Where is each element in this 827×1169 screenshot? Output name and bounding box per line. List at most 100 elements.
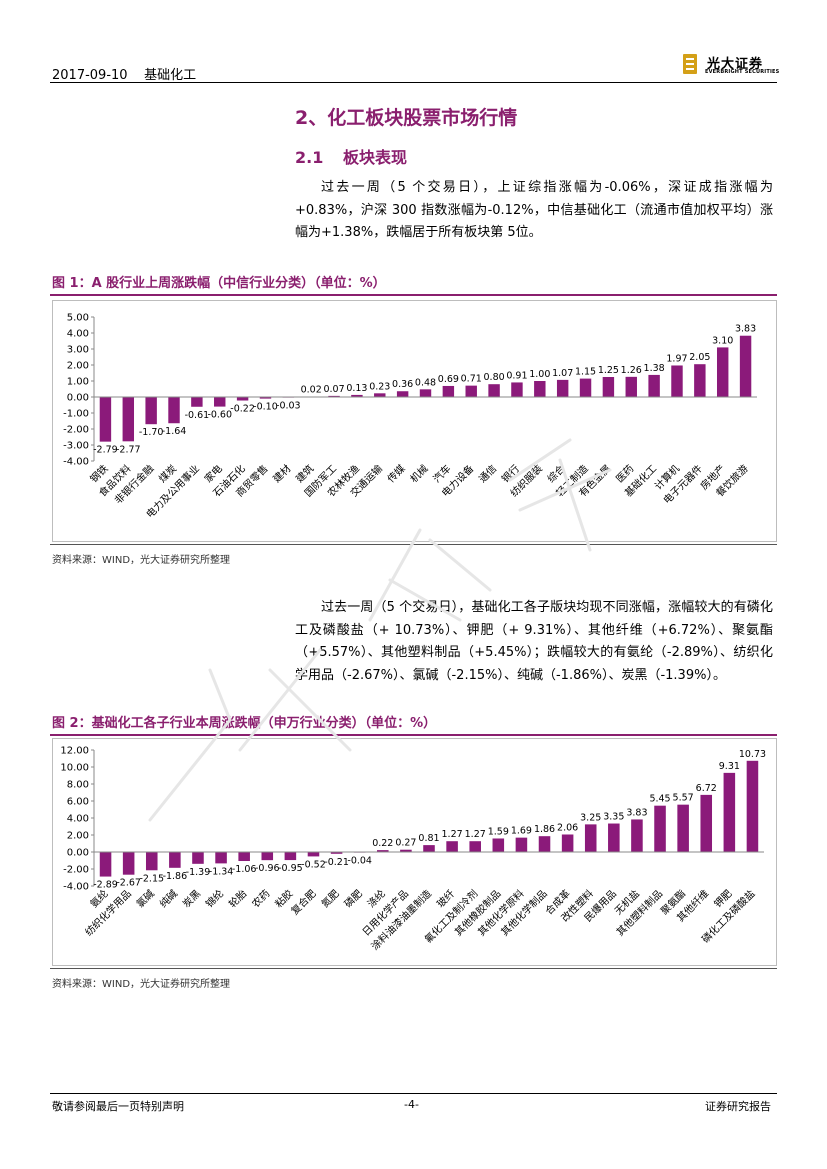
data-label: 3.35 <box>603 812 624 823</box>
header-date-sector: 2017-09-10 基础化工 <box>52 64 196 83</box>
figure-2-chart: 12.00 10.00 8.00 6.00 4.00 2.00 0.00 -2.00 -4.00… <box>52 738 777 966</box>
y-tick-label: 4.00 <box>67 814 89 825</box>
category-label: 磷肥 <box>341 887 364 910</box>
bar-综合 <box>556 379 569 397</box>
bar-电力及公用事业 <box>191 397 203 407</box>
footer-report-type: 证券研究报告 <box>705 1100 771 1113</box>
data-label: -0.60 <box>207 410 232 421</box>
data-label: 0.36 <box>392 379 413 390</box>
bar-电力设备 <box>465 385 477 397</box>
data-label: 0.23 <box>369 381 390 392</box>
header-divider <box>50 82 777 83</box>
bar-炭黑 <box>192 852 204 864</box>
data-label: 9.31 <box>719 761 740 772</box>
figure-2-bottom-rule <box>50 968 777 969</box>
data-label: 3.83 <box>626 807 647 818</box>
bar-国防军工 <box>328 395 340 397</box>
category-label: 复合肥 <box>288 887 318 917</box>
category-label: 氯碱 <box>134 887 157 910</box>
data-label: 0.13 <box>346 383 367 394</box>
bar-农药 <box>261 852 274 861</box>
logo-name-en: EVERBRIGHT SECURITIES <box>705 69 780 75</box>
bar-基础化工 <box>648 374 660 397</box>
figure-1-title: 图 1：A 股行业上周涨跌幅（中信行业分类）（单位：%） <box>52 276 386 291</box>
bar-粘胶 <box>284 852 297 861</box>
bar-纺织服装 <box>534 381 546 397</box>
data-label: 3.25 <box>580 812 601 823</box>
data-label: -1.64 <box>162 426 187 437</box>
data-label: 2.05 <box>689 352 710 363</box>
data-label: -2.15 <box>139 873 164 884</box>
paragraph-2: 过去一周（5 个交易日），基础化工各子版块均现不同涨幅，涨幅较大的有磷化工及磷酸… <box>295 597 773 687</box>
y-tick-label: 2.00 <box>67 361 89 372</box>
category-label: 纯碱 <box>157 887 180 910</box>
data-label: 10.73 <box>739 749 766 760</box>
data-label: -1.34 <box>209 866 234 877</box>
bar-家电 <box>214 397 226 407</box>
data-label: -0.52 <box>301 859 326 870</box>
data-label: 0.80 <box>484 372 505 383</box>
chart-frame <box>52 738 777 966</box>
bar-锦纶 <box>215 852 227 864</box>
bar-商贸零售 <box>259 397 272 399</box>
logo-name-cn: 光大证券 <box>707 57 764 72</box>
bar-氮肥 <box>330 852 343 854</box>
data-label: 1.27 <box>442 829 463 840</box>
data-label: 5.57 <box>673 793 694 804</box>
y-tick-label: 0.00 <box>67 848 89 859</box>
category-label: 通信 <box>477 463 500 486</box>
data-label: -2.77 <box>116 444 141 455</box>
y-tick-label: -4.00 <box>63 457 89 468</box>
subsection-title: 板块表现 <box>343 148 408 167</box>
bar-石油石化 <box>236 397 249 401</box>
figure-2-source: 资料来源：WIND，光大证券研究所整理 <box>52 979 231 990</box>
bar-计算机 <box>671 365 683 397</box>
bar-汽车 <box>442 385 455 397</box>
paragraph-1: 过去一周（5 个交易日），上证综指涨幅为-0.06%，深证成指涨幅为+0.83%… <box>295 177 773 245</box>
data-label: 1.00 <box>529 369 550 380</box>
data-label: 1.26 <box>621 365 642 376</box>
y-tick-label: 10.00 <box>60 763 89 774</box>
data-label: 0.27 <box>395 838 416 849</box>
bar-钢铁 <box>99 397 112 442</box>
data-label: -0.10 <box>253 402 278 413</box>
data-label: 0.07 <box>323 384 344 395</box>
footer-divider <box>50 1093 777 1094</box>
category-label: 建材 <box>270 462 293 485</box>
bar-传媒 <box>396 391 409 397</box>
bar-银行 <box>511 382 523 397</box>
data-label: 5.45 <box>649 794 670 805</box>
bar-有色金属 <box>602 377 615 397</box>
bar-涂料油漆油墨制造 <box>423 845 435 852</box>
bar-日用化学产品 <box>400 849 412 852</box>
data-label: 0.48 <box>415 377 436 388</box>
y-tick-label: 8.00 <box>67 780 89 791</box>
data-label: 6.72 <box>696 783 717 794</box>
bar-煤炭 <box>168 397 180 424</box>
category-label: 轮胎 <box>226 887 249 910</box>
bar-其他纤维 <box>700 794 713 852</box>
bar-纺织化学用品 <box>122 852 135 875</box>
data-label: -0.04 <box>347 855 372 866</box>
data-label: -0.03 <box>276 400 301 411</box>
data-label: 1.07 <box>552 368 573 379</box>
bar-机械 <box>419 389 432 397</box>
data-label: -1.70 <box>139 427 164 438</box>
data-label: 0.91 <box>506 370 527 381</box>
bar-其他橡胶制品 <box>492 838 505 852</box>
data-label: 0.81 <box>418 833 439 844</box>
bar-其他化学制品 <box>538 836 551 852</box>
data-label: -0.61 <box>185 410 210 421</box>
data-label: 2.06 <box>557 822 578 833</box>
y-tick-label: -4.00 <box>63 882 89 893</box>
subsection-number: 2.1 <box>295 148 324 167</box>
figure-1-chart: 5.004.003.002.001.000.00-1.00-2.00-3.00-… <box>52 300 777 542</box>
y-tick-label: 5.00 <box>67 313 89 324</box>
data-label: 1.59 <box>488 826 509 837</box>
bar-磷化工及磷酸盐 <box>746 760 759 852</box>
bar-医药 <box>625 376 637 397</box>
figure-1-top-rule <box>50 294 777 296</box>
data-label: -0.22 <box>230 404 255 415</box>
company-logo: 光大证券 EVERBRIGHT SECURITIES <box>683 52 781 78</box>
data-label: 3.83 <box>735 324 756 335</box>
